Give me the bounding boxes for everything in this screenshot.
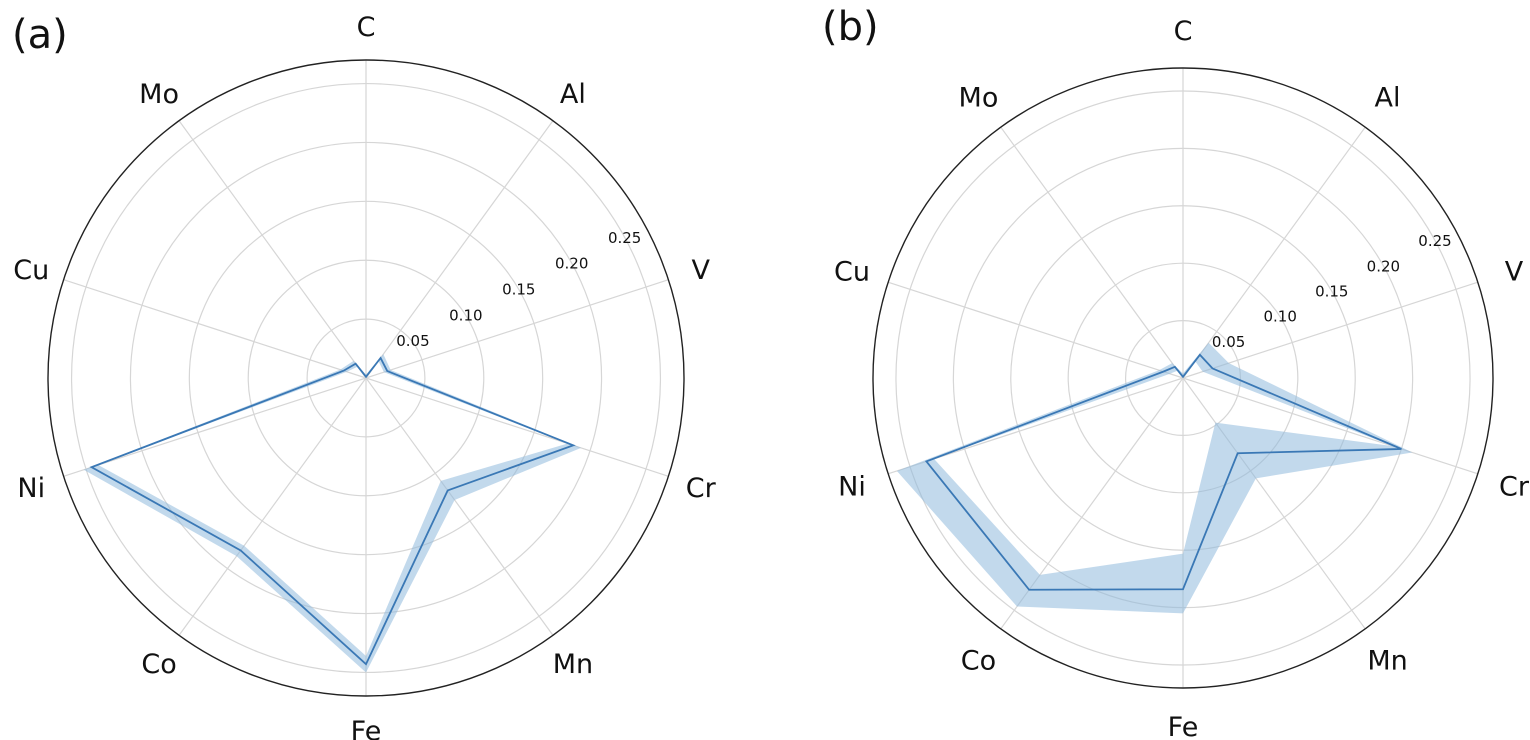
- radar-panel-b: 0.05 0.10 0.15 0.20 0.25 C Al V Cr Mn Fe Co Ni Cu Mo (b…: [822, 4, 1530, 740]
- category-label-c: C: [357, 12, 376, 43]
- panel-label: (a): [12, 12, 68, 58]
- category-label-mn: Mn: [553, 649, 593, 680]
- spoke-line: [365, 377, 554, 636]
- radial-tick-label: 0.10: [1263, 308, 1296, 326]
- category-label-c: C: [1174, 16, 1193, 47]
- outer-circle: [47, 59, 685, 697]
- series-line: [924, 353, 1402, 591]
- spoke-line: [1182, 377, 1479, 475]
- spoke-line: [178, 377, 367, 636]
- radial-tick-label: 0.15: [1315, 283, 1348, 301]
- spoke-line: [1182, 126, 1366, 379]
- spoke-line: [63, 279, 367, 379]
- category-label-v: V: [1505, 256, 1524, 287]
- category-label-fe: Fe: [1168, 712, 1199, 740]
- radial-tick-label: 0.25: [608, 229, 641, 247]
- category-label-cr: Cr: [1499, 472, 1530, 503]
- uncertainty-band: [83, 354, 582, 673]
- spoke-line: [887, 281, 1184, 379]
- category-label-v: V: [692, 255, 711, 286]
- radial-tick-label: 0.05: [396, 332, 429, 350]
- radial-tick-label: 0.25: [1418, 232, 1451, 250]
- spoke-line: [365, 377, 669, 477]
- category-label-mo: Mo: [959, 82, 999, 113]
- category-label-al: Al: [1375, 82, 1401, 113]
- spoke-line: [365, 279, 669, 379]
- radial-tick-label: 0.10: [449, 306, 482, 324]
- category-label-fe: Fe: [351, 716, 382, 740]
- spoke-line: [365, 120, 554, 379]
- spoke-line: [1182, 377, 1366, 630]
- category-label-ni: Ni: [838, 472, 866, 503]
- spoke-line: [63, 377, 367, 477]
- spoke-line: [1000, 126, 1184, 379]
- radial-tick-label: 0.05: [1212, 333, 1245, 351]
- category-label-co: Co: [961, 646, 996, 677]
- radial-tick-label: 0.20: [1367, 257, 1400, 275]
- spoke-line: [1182, 281, 1479, 379]
- spoke-line: [178, 120, 367, 379]
- category-label-cu: Cu: [834, 256, 870, 287]
- outer-circle: [872, 67, 1494, 689]
- category-label-al: Al: [560, 79, 586, 110]
- radar-panel-a: 0.05 0.10 0.15 0.20 0.25 C Al V Cr Mn Fe Co Ni Cu Mo (a…: [12, 12, 717, 740]
- category-label-mo: Mo: [139, 79, 179, 110]
- category-label-mn: Mn: [1367, 646, 1407, 677]
- uncertainty-band: [896, 342, 1413, 614]
- series-line: [89, 356, 576, 666]
- radial-tick-label: 0.15: [502, 281, 535, 299]
- category-label-co: Co: [141, 649, 176, 680]
- category-label-cr: Cr: [686, 473, 717, 504]
- radial-tick-label: 0.20: [555, 255, 588, 273]
- category-label-cu: Cu: [13, 255, 49, 286]
- panel-label: (b): [822, 4, 879, 50]
- category-label-ni: Ni: [17, 473, 45, 504]
